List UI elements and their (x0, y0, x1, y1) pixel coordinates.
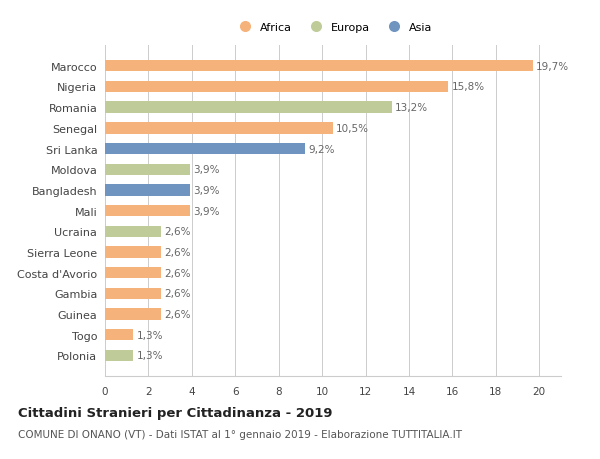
Text: 2,6%: 2,6% (165, 227, 191, 237)
Bar (105, 226, 161, 237)
Text: 1,3%: 1,3% (136, 330, 163, 340)
Bar (105, 288, 161, 299)
Bar (105, 247, 161, 258)
Bar (105, 82, 448, 93)
Bar (105, 123, 333, 134)
Text: 13,2%: 13,2% (395, 103, 428, 113)
Bar (105, 206, 190, 217)
Text: 2,6%: 2,6% (165, 268, 191, 278)
Text: 19,7%: 19,7% (536, 62, 569, 72)
Bar (105, 144, 305, 155)
Bar (105, 185, 190, 196)
Text: 3,9%: 3,9% (193, 206, 220, 216)
Bar (105, 268, 161, 279)
Text: 9,2%: 9,2% (308, 144, 335, 154)
Bar (105, 309, 161, 320)
Text: 1,3%: 1,3% (136, 351, 163, 361)
Text: COMUNE DI ONANO (VT) - Dati ISTAT al 1° gennaio 2019 - Elaborazione TUTTITALIA.I: COMUNE DI ONANO (VT) - Dati ISTAT al 1° … (18, 429, 462, 439)
Legend: Africa, Europa, Asia: Africa, Europa, Asia (230, 18, 436, 37)
Text: 2,6%: 2,6% (165, 289, 191, 299)
Text: 2,6%: 2,6% (165, 247, 191, 257)
Text: 3,9%: 3,9% (193, 185, 220, 196)
Text: 15,8%: 15,8% (451, 82, 484, 92)
Text: 3,9%: 3,9% (193, 165, 220, 175)
Bar (105, 164, 190, 175)
Bar (105, 350, 133, 361)
Text: 10,5%: 10,5% (336, 123, 369, 134)
Bar (105, 102, 392, 113)
Bar (105, 330, 133, 341)
Text: Cittadini Stranieri per Cittadinanza - 2019: Cittadini Stranieri per Cittadinanza - 2… (18, 406, 332, 419)
Text: 2,6%: 2,6% (165, 309, 191, 319)
Bar (105, 61, 533, 72)
